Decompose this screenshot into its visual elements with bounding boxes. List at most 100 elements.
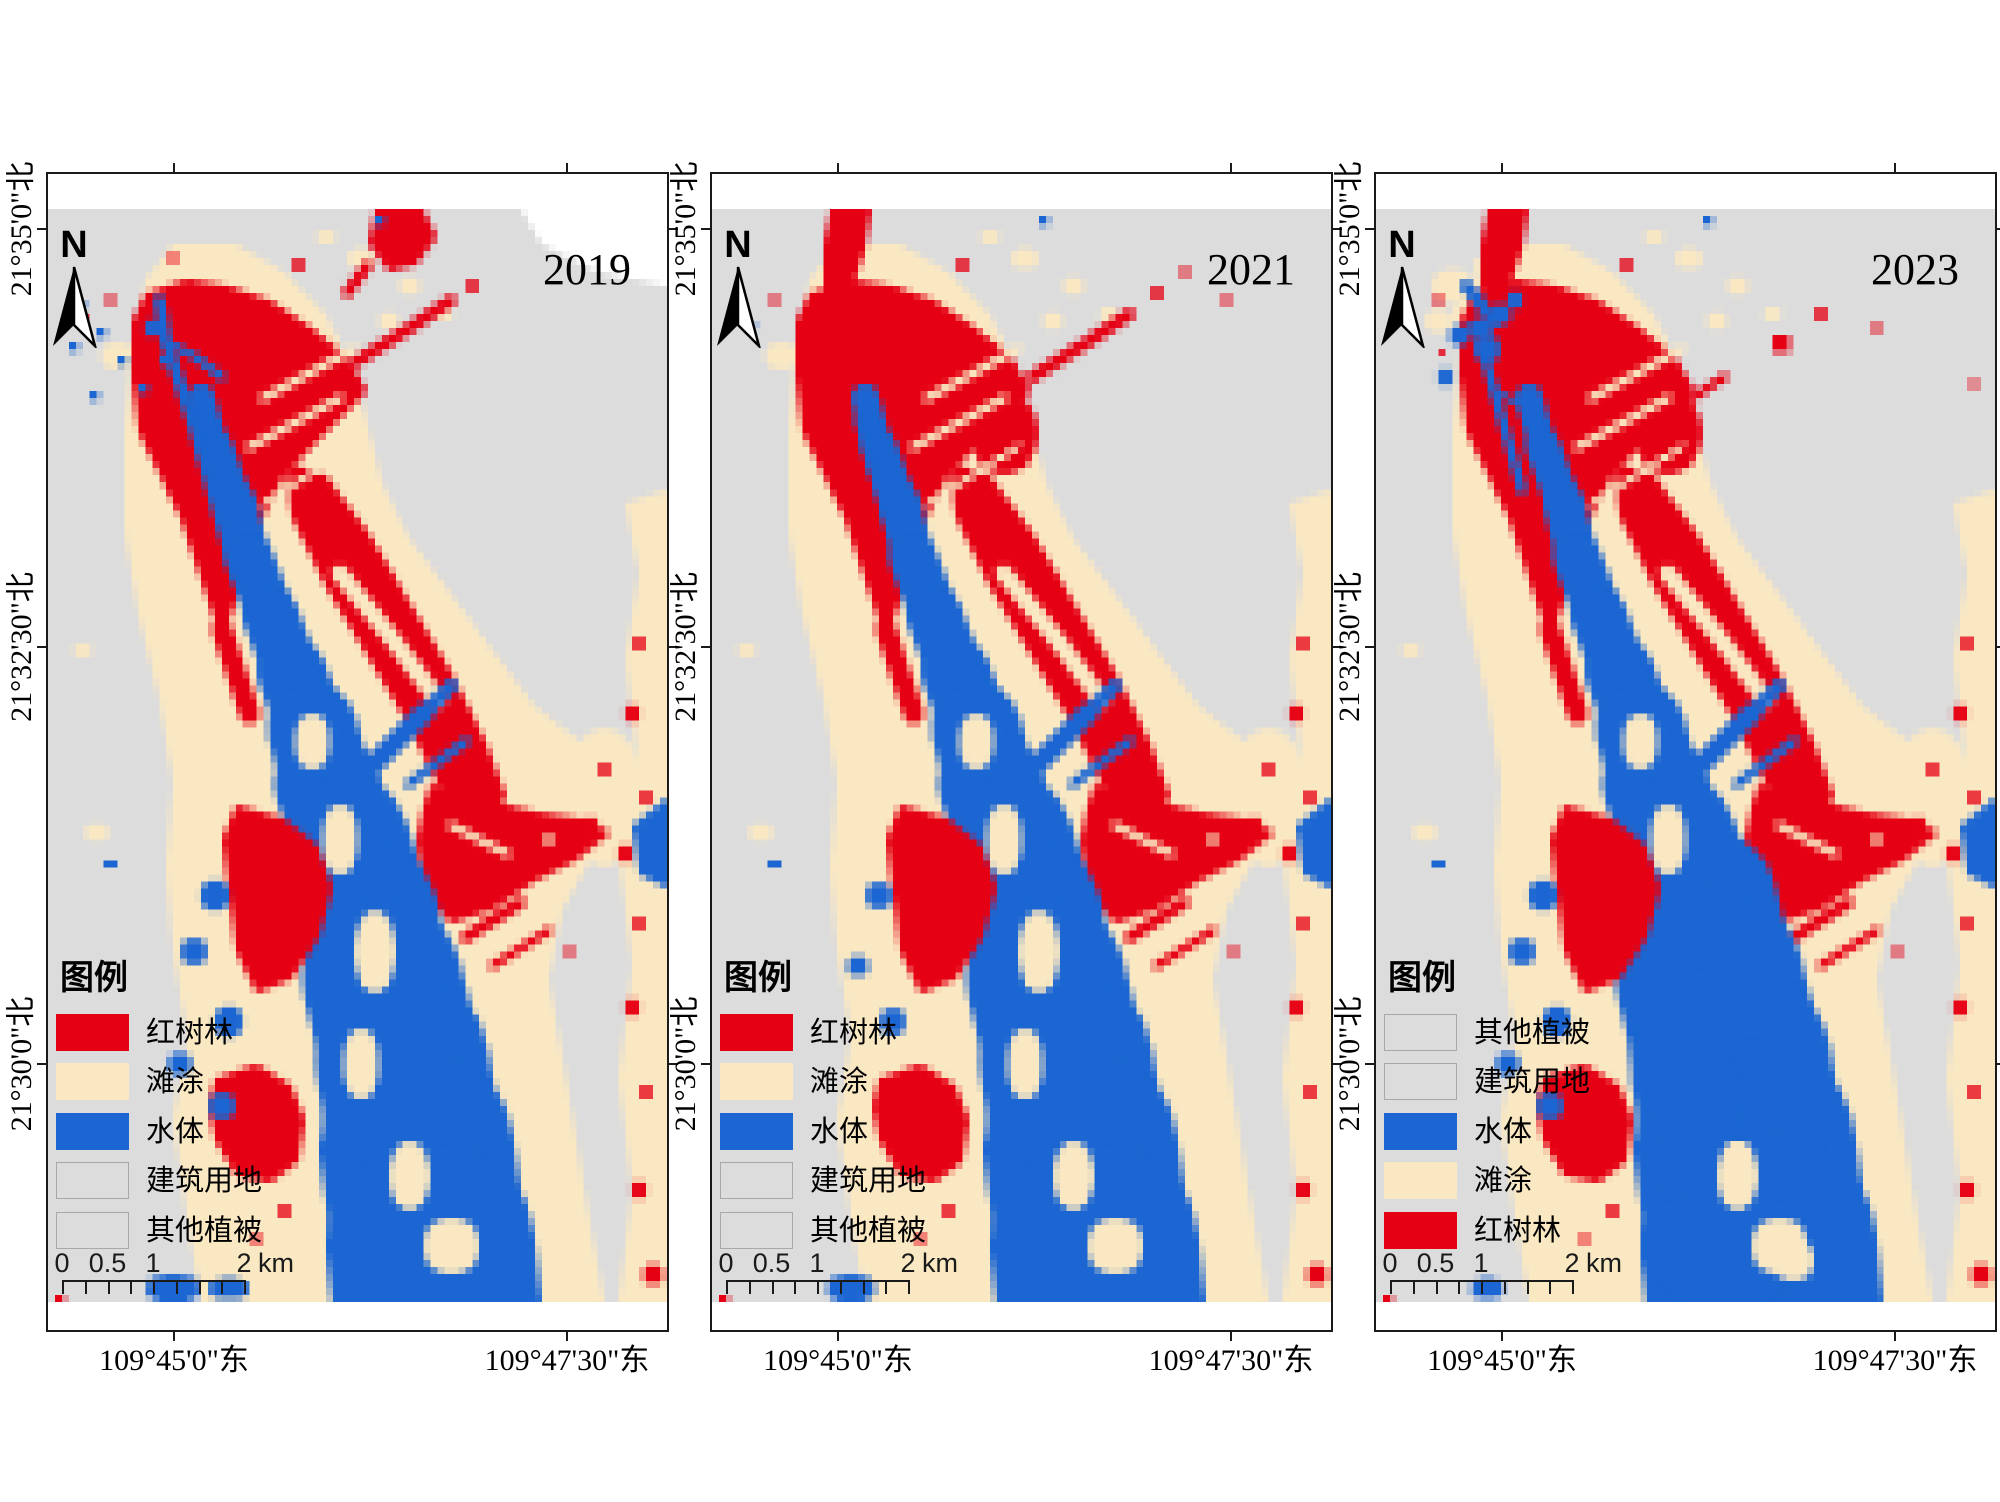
latitude-tick [701,1063,712,1065]
scalebar-tick [908,1280,910,1294]
latitude-tick [1365,646,1376,648]
legend-swatch-other_vegetation [1384,1014,1457,1051]
legend-swatch-mangrove [720,1014,793,1051]
latitude-tick [1331,1063,1342,1065]
scalebar-tick [885,1280,888,1294]
longitude-tick [566,163,568,174]
latitude-tick [1331,228,1342,230]
latitude-label: 21°30'0"北 [5,996,38,1132]
legend-label-construction: 建筑用地 [810,1165,927,1198]
year-label: 2021 [1207,245,1295,294]
scalebar-unit: km [1586,1248,1622,1278]
legend-title: 图例 [1388,960,1456,997]
longitude-tick [1501,1330,1503,1341]
north-label: N [1388,224,1416,266]
longitude-tick [837,163,839,174]
scalebar-number: 0.5 [1416,1248,1455,1278]
longitude-tick [1230,163,1232,174]
legend-swatch-tidal_flat [720,1063,793,1101]
latitude-label: 21°32'30"北 [5,572,38,722]
scalebar-tick [1572,1280,1574,1294]
scalebar-number: 2 [900,1248,916,1278]
year-label: 2023 [1871,245,1959,294]
scalebar-tick [817,1280,819,1294]
legend-label-other_vegetation: 其他植被 [810,1214,927,1247]
longitude-tick [173,163,175,174]
north-arrow-icon [714,266,762,353]
longitude-tick [173,1330,175,1341]
legend-swatch-other_vegetation [56,1211,129,1249]
legend-label-mangrove: 红树林 [146,1017,234,1049]
scalebar-tick [1458,1280,1461,1294]
legend-swatch-construction [56,1162,129,1200]
latitude-tick [1995,1063,2000,1065]
legend-swatch-tidal_flat [56,1063,129,1101]
map-panel-2023: 2023 N 图例 其他植被 建筑用地 水体 滩涂 红树林 0 0.5 1 2 km 21°35'0"北 2… [1333,162,2000,1376]
latitude-tick [1365,228,1376,230]
scalebar-tick [1503,1280,1506,1294]
legend-label-construction: 建筑用地 [146,1165,263,1198]
legend-swatch-water [56,1112,129,1150]
scalebar-tick [62,1280,64,1294]
legend-label-tidal_flat: 滩涂 [1474,1165,1533,1198]
legend-swatch-tidal_flat [1384,1162,1457,1200]
longitude-tick [1501,163,1503,174]
longitude-tick [837,1330,839,1341]
legend-title: 图例 [724,960,792,997]
latitude-label: 21°32'30"北 [1333,572,1366,722]
latitude-tick [1995,228,2000,230]
longitude-tick [566,1330,568,1341]
legend-swatch-construction [720,1162,793,1200]
scalebar-unit: km [258,1248,294,1278]
scalebar-number: 0.5 [752,1248,791,1278]
scalebar-number: 0 [1382,1248,1398,1278]
legend-label-tidal_flat: 滩涂 [146,1066,205,1099]
longitude-tick [1894,1330,1896,1341]
scalebar-tick [726,1280,728,1294]
year-label: 2019 [543,245,631,294]
longitude-label: 109°47'30"东 [484,1344,650,1377]
map-raster-2023 [1376,209,1995,1302]
legend-swatch-construction [1384,1063,1457,1101]
latitude-label: 21°32'30"北 [669,572,702,722]
scalebar-tick [198,1280,201,1294]
scalebar-tick [244,1280,246,1294]
scalebar-tick [221,1280,224,1294]
scalebar-tick [794,1280,797,1294]
longitude-label: 109°45'0"东 [99,1344,249,1377]
scalebar-tick [771,1280,774,1294]
latitude-tick [667,646,678,648]
map-raster-2021 [712,209,1331,1302]
longitude-label: 109°47'30"东 [1148,1344,1314,1377]
scalebar-tick [1435,1280,1438,1294]
longitude-tick [1230,1330,1232,1341]
latitude-label: 21°35'0"北 [1333,161,1366,297]
longitude-label: 109°45'0"东 [763,1344,913,1377]
legend-label-tidal_flat: 滩涂 [810,1066,869,1099]
latitude-tick [1331,646,1342,648]
north-arrow-icon [1378,266,1426,353]
legend-swatch-mangrove [56,1014,129,1051]
latitude-label: 21°35'0"北 [5,161,38,297]
scalebar [62,1280,246,1296]
north-arrow-icon [50,266,98,353]
longitude-tick [1894,163,1896,174]
legend-label-water: 水体 [1474,1115,1533,1148]
scalebar-number: 2 [1564,1248,1580,1278]
legend-swatch-water [1384,1112,1457,1150]
legend-label-water: 水体 [810,1115,869,1148]
scalebar-number: 1 [1473,1248,1489,1278]
scalebar-tick [839,1280,842,1294]
north-label: N [724,224,752,266]
scalebar-tick [175,1280,178,1294]
scalebar-tick [1412,1280,1415,1294]
legend-label-mangrove: 红树林 [1474,1214,1562,1247]
latitude-tick [1995,646,2000,648]
legend-label-other_vegetation: 其他植被 [1474,1017,1591,1049]
latitude-label: 21°30'0"北 [1333,996,1366,1132]
latitude-tick [37,1063,48,1065]
scalebar [726,1280,910,1296]
map-raster-2019 [48,209,667,1302]
scalebar-tick [1526,1280,1529,1294]
